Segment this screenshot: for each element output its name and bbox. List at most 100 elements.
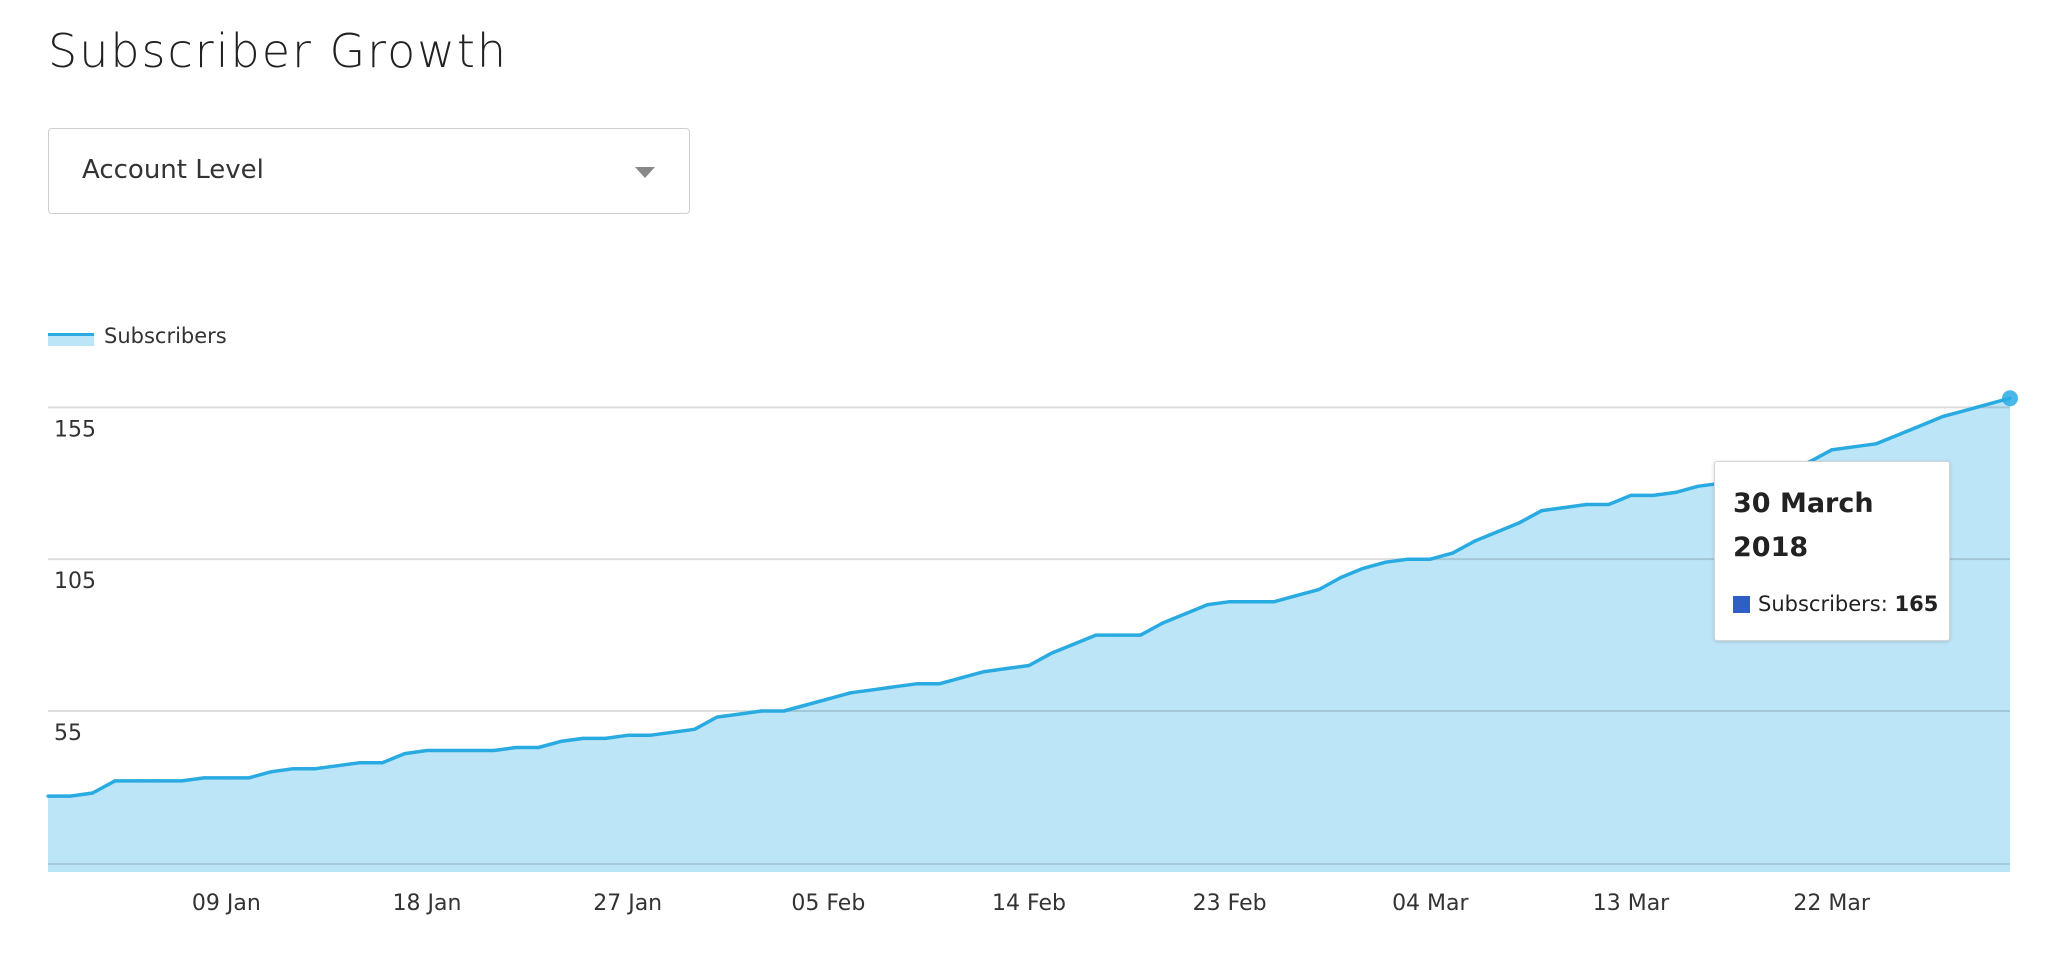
data-point [1874, 442, 1878, 446]
data-point [470, 748, 474, 753]
x-tick-label: 04 Mar [1392, 891, 1469, 916]
data-point [113, 779, 117, 783]
x-tick-label: 23 Feb [1193, 891, 1267, 916]
data-point [1384, 560, 1388, 564]
data-point [1428, 557, 1432, 561]
data-point [180, 779, 184, 783]
data-point [1116, 633, 1120, 637]
data-point [135, 779, 139, 783]
dropdown-selected-value: Account Level [82, 155, 264, 185]
data-point [514, 745, 518, 750]
data-point [492, 748, 496, 753]
x-tick-label: 09 Jan [192, 891, 261, 916]
tooltip-series-label: Subscribers: [1758, 592, 1888, 616]
data-point [1138, 633, 1143, 637]
data-point [938, 682, 942, 686]
tooltip-series-marker [1733, 596, 1750, 613]
data-point [336, 764, 340, 768]
data-point [782, 709, 786, 713]
data-point [1941, 414, 1945, 418]
data-point [224, 776, 228, 780]
data-point [1317, 588, 1321, 592]
x-tick-label: 18 Jan [393, 891, 462, 916]
tooltip-row: Subscribers: 165 [1733, 592, 1938, 616]
data-point [581, 736, 585, 741]
y-tick-label: 155 [54, 417, 96, 442]
data-point [403, 752, 407, 756]
data-point [648, 733, 652, 737]
data-point [202, 776, 206, 780]
data-point [1294, 594, 1299, 598]
subscribers-area [48, 398, 2010, 872]
data-point [1161, 621, 1165, 625]
data-point [1629, 493, 1633, 497]
data-point [1005, 666, 1009, 671]
data-point [693, 727, 697, 731]
data-point [313, 767, 318, 771]
data-point [425, 748, 429, 753]
data-point [157, 779, 162, 783]
data-point [1696, 484, 1700, 488]
data-point [960, 676, 964, 680]
data-point [1830, 448, 1834, 452]
data-point [737, 712, 741, 716]
chevron-down-icon [635, 167, 655, 178]
data-point [670, 730, 674, 734]
tooltip-date: 30 March 2018 [1733, 488, 1874, 563]
legend-swatch [48, 333, 94, 346]
y-tick-label: 105 [54, 569, 96, 594]
data-point [247, 776, 251, 780]
data-point [1607, 502, 1611, 507]
data-point [68, 794, 72, 798]
data-point [871, 688, 875, 692]
data-point [1094, 633, 1098, 637]
data-point [536, 745, 541, 750]
data-point [1674, 490, 1678, 494]
data-point [1406, 557, 1410, 561]
data-point [1540, 509, 1544, 513]
account-level-dropdown[interactable]: Account Level [48, 128, 690, 214]
data-point [380, 761, 384, 765]
data-point [1919, 424, 1923, 428]
data-point [1250, 600, 1254, 604]
data-point [826, 697, 830, 701]
data-point [1495, 530, 1499, 534]
data-point [982, 670, 987, 674]
data-point [915, 682, 920, 686]
x-tick-label: 05 Feb [791, 891, 865, 916]
data-point [1852, 445, 1856, 449]
data-point [603, 736, 608, 741]
legend-label: Subscribers [104, 324, 227, 348]
data-point [1228, 600, 1232, 604]
data-point [849, 691, 853, 695]
x-tick-label: 22 Mar [1793, 891, 1870, 916]
data-point [626, 733, 630, 737]
y-tick-label: 55 [54, 721, 82, 746]
data-point [559, 739, 563, 744]
data-point [447, 748, 451, 753]
data-point [1584, 502, 1588, 507]
data-point [1451, 551, 1455, 555]
data-point [1027, 663, 1031, 668]
data-point [893, 685, 897, 689]
data-point [1517, 521, 1522, 525]
data-point [715, 715, 719, 719]
data-point [1072, 642, 1076, 646]
data-point [91, 791, 95, 795]
hover-point-marker [2002, 390, 2018, 407]
data-point [1473, 539, 1477, 543]
data-point [1963, 408, 1967, 412]
x-tick-label: 13 Mar [1593, 891, 1670, 916]
data-point [1562, 506, 1566, 510]
data-point [46, 794, 50, 798]
data-point [1272, 600, 1276, 604]
data-point [1183, 612, 1187, 616]
chart-tooltip: 30 March 2018 Subscribers: 165 [1714, 461, 1950, 641]
data-point [1651, 493, 1655, 497]
tooltip-value: 165 [1894, 592, 1939, 616]
data-point [1896, 433, 1901, 437]
data-point [1986, 402, 1990, 406]
x-tick-label: 27 Jan [593, 891, 662, 916]
data-point [1049, 651, 1053, 655]
